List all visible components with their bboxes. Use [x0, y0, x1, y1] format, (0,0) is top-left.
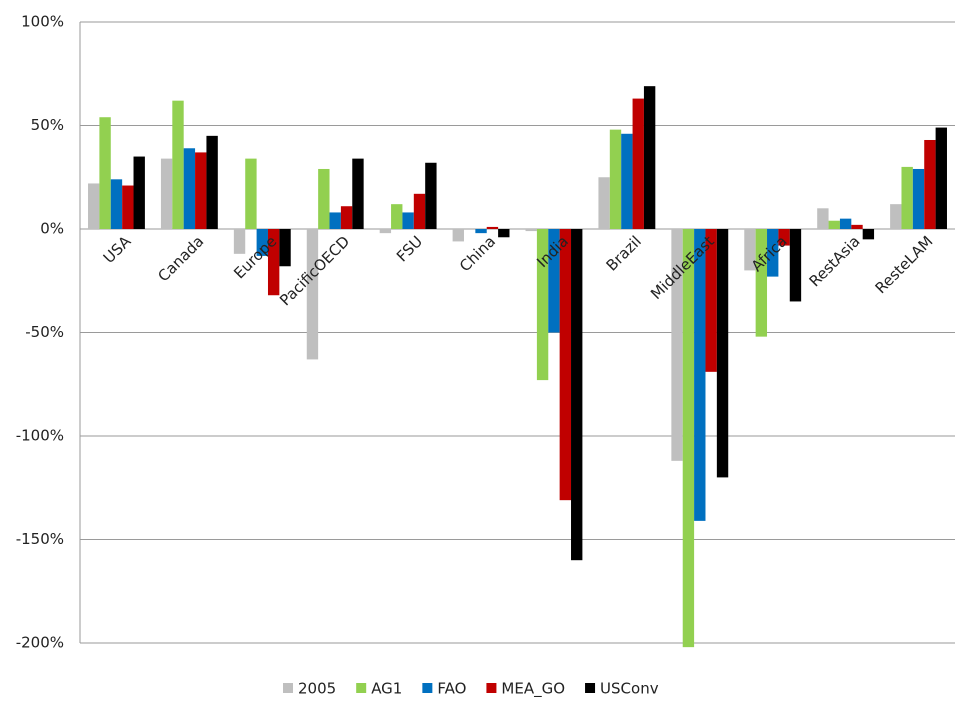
bar	[671, 229, 683, 461]
bar	[621, 133, 633, 229]
bar	[233, 229, 246, 254]
bar	[452, 229, 464, 242]
bar	[413, 193, 426, 229]
bar	[256, 229, 268, 256]
bar	[559, 229, 572, 501]
bar	[475, 229, 487, 234]
bar	[245, 158, 257, 229]
bar	[122, 185, 134, 229]
bar	[890, 204, 902, 229]
bar	[817, 208, 829, 229]
bar	[498, 229, 510, 238]
bar	[88, 183, 100, 229]
bar	[318, 168, 330, 229]
bar	[643, 86, 656, 229]
bar	[402, 212, 414, 229]
bar	[206, 135, 218, 229]
x-tick-label: USA	[100, 232, 135, 267]
bar	[183, 148, 196, 229]
bar	[306, 229, 319, 360]
bar	[744, 229, 756, 271]
bar	[598, 177, 610, 229]
y-tick-label: -100%	[16, 427, 64, 445]
y-tick-label: -50%	[25, 323, 64, 341]
bar	[778, 229, 790, 246]
legend-swatch	[422, 683, 433, 693]
bar	[716, 229, 729, 478]
bar	[862, 229, 875, 240]
bar	[195, 152, 207, 229]
x-tick-label: Brazil	[603, 232, 645, 274]
bar	[755, 229, 768, 337]
bar	[267, 229, 280, 296]
legend-swatch	[283, 683, 293, 693]
bar	[279, 229, 291, 267]
legend-label: 2005	[298, 680, 336, 698]
bar	[901, 166, 913, 229]
bar	[682, 229, 695, 648]
bar	[391, 204, 403, 229]
legend-label: MEA_GO	[501, 680, 565, 699]
bar	[160, 158, 173, 229]
bar	[694, 229, 706, 521]
legend-label: USConv	[600, 680, 659, 698]
bar	[609, 129, 622, 229]
bar	[110, 179, 123, 229]
bar	[789, 229, 802, 302]
bar	[828, 220, 840, 229]
bar	[340, 206, 353, 229]
bar	[425, 162, 437, 229]
x-tick-label: Canada	[154, 232, 207, 285]
bar	[536, 229, 549, 381]
bar	[767, 229, 779, 277]
bar	[99, 117, 111, 229]
y-tick-label: 50%	[31, 116, 64, 134]
bar	[486, 226, 499, 229]
x-tick-label: RestAsia	[806, 232, 864, 290]
bar	[851, 224, 863, 229]
y-tick-label: -150%	[16, 530, 64, 548]
bar	[912, 168, 925, 229]
bar	[839, 218, 852, 229]
bar	[172, 100, 184, 229]
bar	[705, 229, 717, 372]
x-tick-label: ResteLAM	[872, 232, 937, 297]
bar	[525, 229, 537, 232]
y-tick-label: 100%	[21, 13, 64, 31]
legend-label: AG1	[371, 680, 402, 698]
bar	[935, 127, 947, 229]
bar	[632, 98, 644, 229]
legend-swatch	[356, 683, 367, 693]
bar	[133, 156, 145, 229]
bar	[571, 229, 583, 561]
bar	[924, 139, 936, 229]
bar	[548, 229, 560, 333]
bar	[329, 212, 341, 229]
bar	[379, 229, 392, 234]
y-tick-label: 0%	[40, 220, 64, 238]
legend-label: FAO	[437, 680, 466, 698]
legend-swatch	[585, 683, 596, 693]
bar	[352, 158, 364, 229]
x-tick-label: FSU	[393, 232, 426, 265]
y-tick-label: -200%	[16, 634, 64, 652]
legend-swatch	[486, 683, 497, 693]
